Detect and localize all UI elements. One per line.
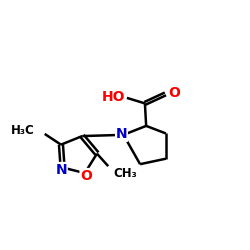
Text: O: O xyxy=(80,168,92,182)
Text: CH₃: CH₃ xyxy=(113,167,137,180)
Text: O: O xyxy=(168,86,180,100)
Text: H₃C: H₃C xyxy=(11,124,35,137)
Text: N: N xyxy=(116,127,127,141)
Text: N: N xyxy=(56,162,67,176)
Text: HO: HO xyxy=(102,90,125,104)
